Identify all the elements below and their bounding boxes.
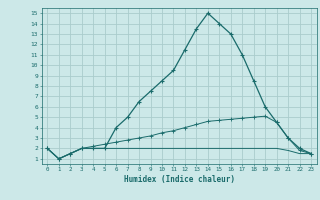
X-axis label: Humidex (Indice chaleur): Humidex (Indice chaleur) xyxy=(124,175,235,184)
